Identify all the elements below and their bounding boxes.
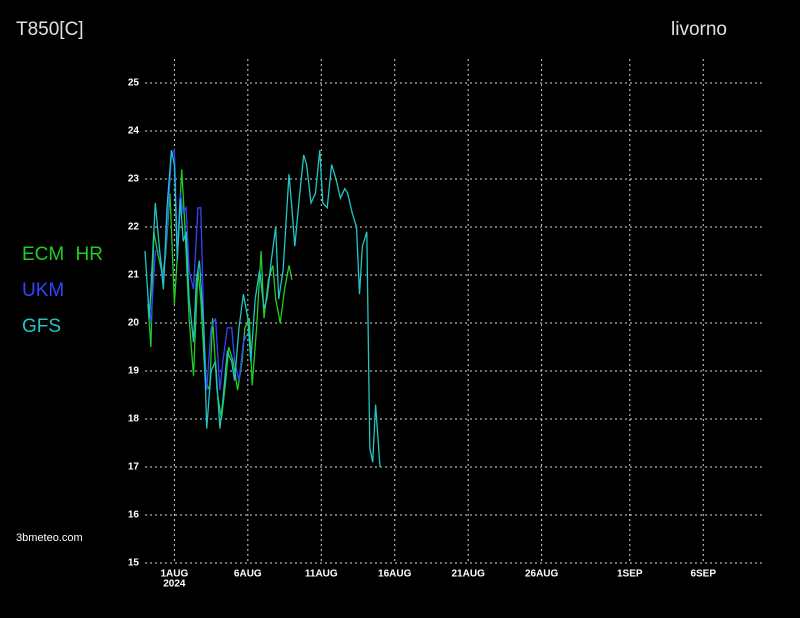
x-tick-label: 1SEP xyxy=(617,569,643,580)
line-series xyxy=(144,150,381,468)
source: 3bmeteo.com xyxy=(16,532,83,544)
x-tick-label: 21AUG xyxy=(452,569,486,580)
y-tick-label: 19 xyxy=(128,366,140,377)
x-tick-label: 1AUG xyxy=(160,569,188,580)
y-tick-label: 24 xyxy=(128,126,140,137)
x-tick-label: 6AUG xyxy=(234,569,262,580)
legend-entry: UKM xyxy=(22,280,64,301)
legend-entry: GFS xyxy=(22,316,61,337)
x-tick-label: 11AUG xyxy=(305,569,338,580)
y-tick-label: 17 xyxy=(128,462,140,473)
y-tick-label: 15 xyxy=(128,558,140,569)
x-tick-label: 6SEP xyxy=(690,569,716,580)
y-tick-label: 18 xyxy=(128,414,140,425)
x-tick-label: 26AUG xyxy=(525,569,559,580)
y-tick-label: 22 xyxy=(128,222,140,233)
location: livorno xyxy=(671,19,727,40)
y-tick-label: 23 xyxy=(128,174,140,185)
x-tick-label: 16AUG xyxy=(378,569,412,580)
line-series xyxy=(147,169,293,420)
y-tick-label: 20 xyxy=(128,318,140,329)
y-tick-label: 21 xyxy=(128,270,140,281)
legend-entry: ECM HR xyxy=(22,244,103,265)
chart-title: T850[C] xyxy=(16,19,84,40)
y-tick-label: 25 xyxy=(128,78,140,89)
x-sublabel: 2024 xyxy=(163,579,186,590)
y-tick-label: 16 xyxy=(128,510,140,521)
